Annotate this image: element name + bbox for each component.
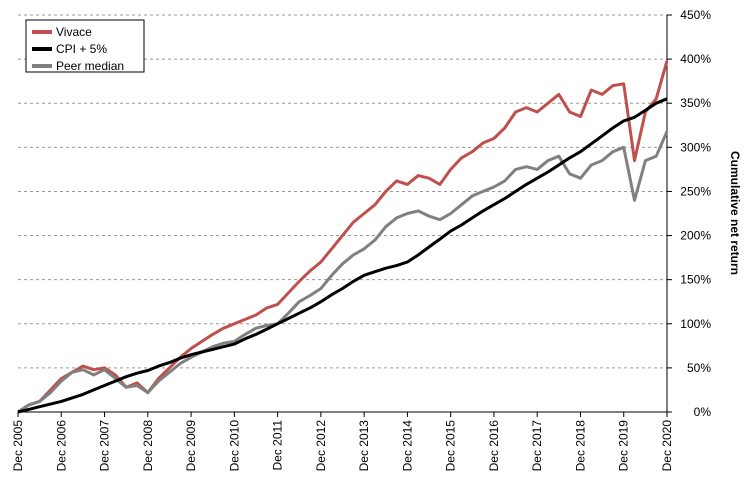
x-tick-label: Dec 2018 <box>573 420 587 472</box>
x-tick-label: Dec 2016 <box>487 420 501 472</box>
x-tick-label: Dec 2008 <box>141 420 155 472</box>
x-tick-label: Dec 2017 <box>530 420 544 472</box>
x-tick-label: Dec 2010 <box>227 420 241 472</box>
x-tick-label: Dec 2013 <box>357 420 371 472</box>
x-tick-label: Dec 2012 <box>314 420 328 472</box>
legend-box <box>25 19 145 73</box>
y-axis-title: Cumulative net return <box>728 151 742 275</box>
legend-label: CPI + 5% <box>56 42 107 56</box>
x-tick-label: Dec 2015 <box>444 420 458 472</box>
y-tick-label: 0% <box>694 405 712 419</box>
y-tick-label: 300% <box>680 140 711 154</box>
x-tick-label: Dec 2007 <box>98 420 112 472</box>
y-tick-label: 450% <box>680 8 711 22</box>
y-tick-label: 400% <box>680 52 711 66</box>
series-line <box>17 130 669 414</box>
y-tick-label: 50% <box>687 361 711 375</box>
x-tick-label: Dec 2019 <box>617 420 631 472</box>
series-line <box>17 60 669 414</box>
x-tick-label: Dec 2011 <box>271 420 285 471</box>
y-tick-label: 200% <box>680 229 711 243</box>
series-line <box>17 97 668 414</box>
legend-label: Vivace <box>56 25 92 39</box>
y-tick-label: 100% <box>680 317 711 331</box>
x-tick-label: Dec 2020 <box>660 420 674 472</box>
x-tick-label: Dec 2006 <box>54 420 68 472</box>
y-tick-label: 150% <box>680 273 711 287</box>
x-tick-label: Dec 2009 <box>184 420 198 472</box>
legend-label: Peer median <box>56 59 124 73</box>
y-tick-label: 250% <box>680 184 711 198</box>
x-tick-label: Dec 2014 <box>400 420 414 472</box>
y-tick-label: 350% <box>680 96 711 110</box>
x-tick-label: Dec 2005 <box>11 420 25 472</box>
